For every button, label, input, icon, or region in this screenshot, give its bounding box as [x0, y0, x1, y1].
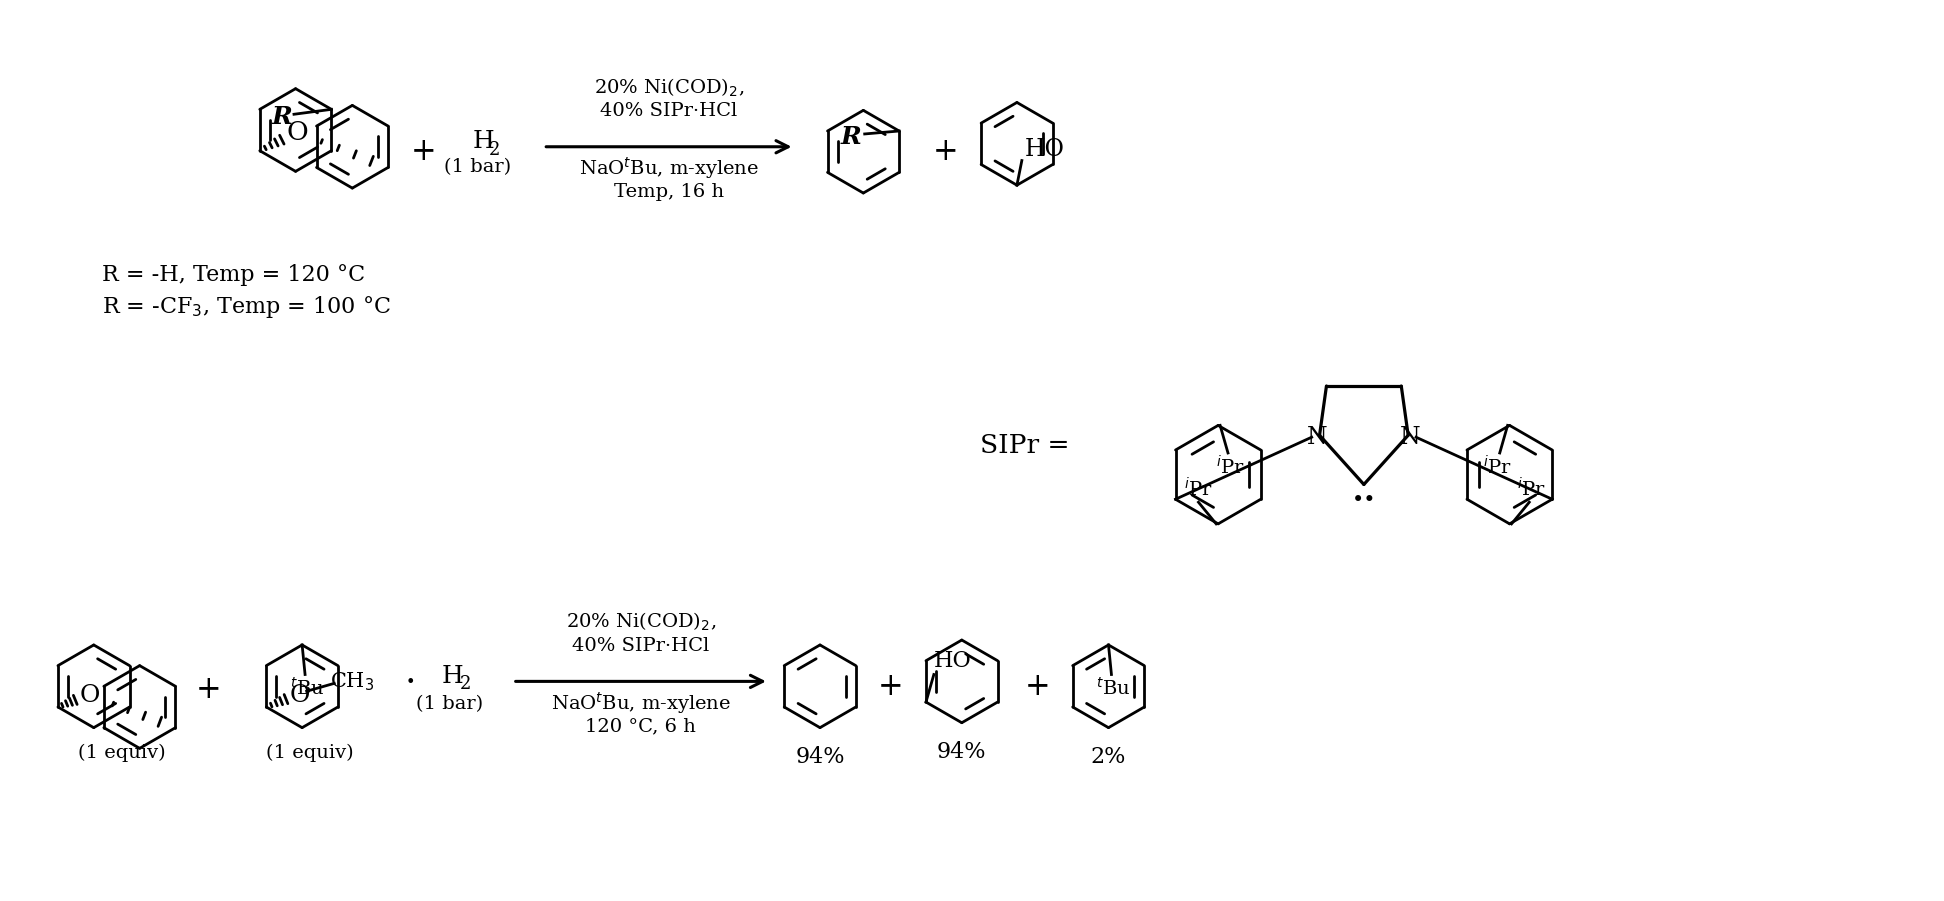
Text: R: R [272, 105, 292, 129]
Text: ·: · [404, 667, 416, 700]
Text: SIPr =: SIPr = [980, 432, 1069, 458]
Text: R = -H, Temp = 120 °C: R = -H, Temp = 120 °C [101, 264, 365, 286]
Text: O: O [286, 121, 307, 145]
Text: O: O [290, 684, 309, 706]
Text: +: + [196, 674, 222, 705]
Text: $^t$Bu: $^t$Bu [1096, 678, 1131, 699]
Text: (1 bar): (1 bar) [443, 159, 511, 177]
Text: +: + [933, 136, 958, 168]
Text: O: O [80, 684, 99, 706]
Text: $^i$Pr: $^i$Pr [1483, 455, 1512, 478]
Text: Temp, 16 h: Temp, 16 h [614, 183, 723, 201]
Text: +: + [879, 671, 904, 702]
Text: H: H [441, 665, 465, 688]
Text: HO: HO [933, 650, 972, 672]
Text: 40% SIPr·HCl: 40% SIPr·HCl [572, 637, 710, 655]
Text: 2: 2 [490, 141, 500, 159]
Text: R = -CF$_3$, Temp = 100 °C: R = -CF$_3$, Temp = 100 °C [101, 295, 391, 320]
Text: (1 bar): (1 bar) [416, 695, 484, 713]
Text: N: N [1306, 425, 1328, 449]
Text: CH$_3$: CH$_3$ [330, 670, 373, 693]
Text: $^i$Pr: $^i$Pr [1516, 478, 1545, 501]
Text: $^i$Pr: $^i$Pr [1184, 478, 1213, 501]
Text: NaO$^t$Bu, m-xylene: NaO$^t$Bu, m-xylene [579, 156, 758, 181]
Text: 94%: 94% [937, 742, 986, 763]
Text: 20% Ni(COD)$_2$,: 20% Ni(COD)$_2$, [593, 77, 745, 99]
Text: +: + [410, 136, 435, 168]
Text: $^t$Bu: $^t$Bu [290, 678, 325, 699]
Text: 94%: 94% [795, 746, 846, 769]
Text: 40% SIPr·HCl: 40% SIPr·HCl [601, 103, 737, 121]
Text: N: N [1400, 425, 1421, 449]
Text: ••: •• [1351, 491, 1376, 510]
Text: 20% Ni(COD)$_2$,: 20% Ni(COD)$_2$, [566, 611, 715, 633]
Text: NaO$^t$Bu, m-xylene: NaO$^t$Bu, m-xylene [550, 690, 731, 716]
Text: (1 equiv): (1 equiv) [266, 744, 354, 762]
Text: $^i$Pr: $^i$Pr [1215, 455, 1244, 478]
Text: HO: HO [1024, 138, 1065, 161]
Text: H: H [472, 131, 494, 153]
Text: R: R [840, 125, 861, 149]
Text: 120 °C, 6 h: 120 °C, 6 h [585, 718, 696, 736]
Text: +: + [1024, 671, 1050, 702]
Text: 2: 2 [459, 676, 470, 694]
Text: (1 equiv): (1 equiv) [78, 744, 165, 762]
Text: 2%: 2% [1091, 746, 1126, 769]
